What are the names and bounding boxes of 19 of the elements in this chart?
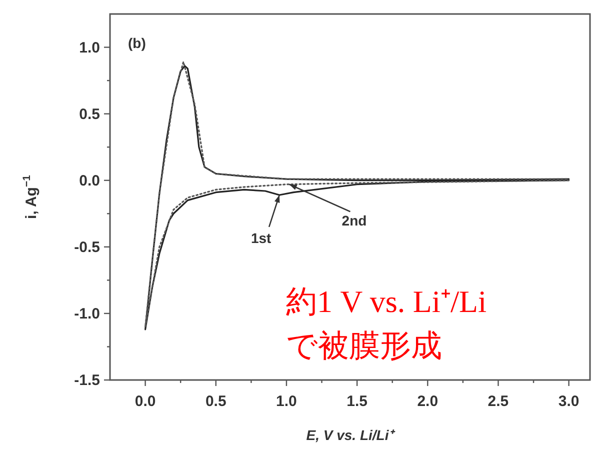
x-axis-title: E, V vs. Li/Li⁺ — [306, 427, 396, 443]
y-tick-label: 0.5 — [79, 106, 100, 123]
y-tick-label: 0.0 — [79, 172, 100, 190]
x-tick-label: 0.5 — [205, 393, 226, 410]
annotation: で被膜形成 — [286, 328, 442, 363]
y-tick-label: -0.5 — [74, 238, 100, 256]
y-tick-label: -1.0 — [74, 305, 100, 322]
x-tick-label: 1.5 — [346, 393, 368, 410]
x-tick-label: 1.0 — [276, 393, 297, 410]
x-tick-label: 2.0 — [417, 393, 438, 410]
y-tick-label: 1.0 — [79, 39, 100, 56]
y-tick-label: -1.5 — [74, 372, 100, 389]
x-tick-label: 0.0 — [134, 393, 156, 410]
x-tick-label: 2.5 — [488, 393, 509, 410]
annotation: 2nd — [342, 212, 367, 229]
x-tick-label: 3.0 — [558, 393, 580, 410]
annotation: 1st — [250, 230, 272, 246]
text: (b) — [128, 35, 146, 51]
annotation: 約1 V vs. Li⁺/Li — [286, 284, 487, 319]
